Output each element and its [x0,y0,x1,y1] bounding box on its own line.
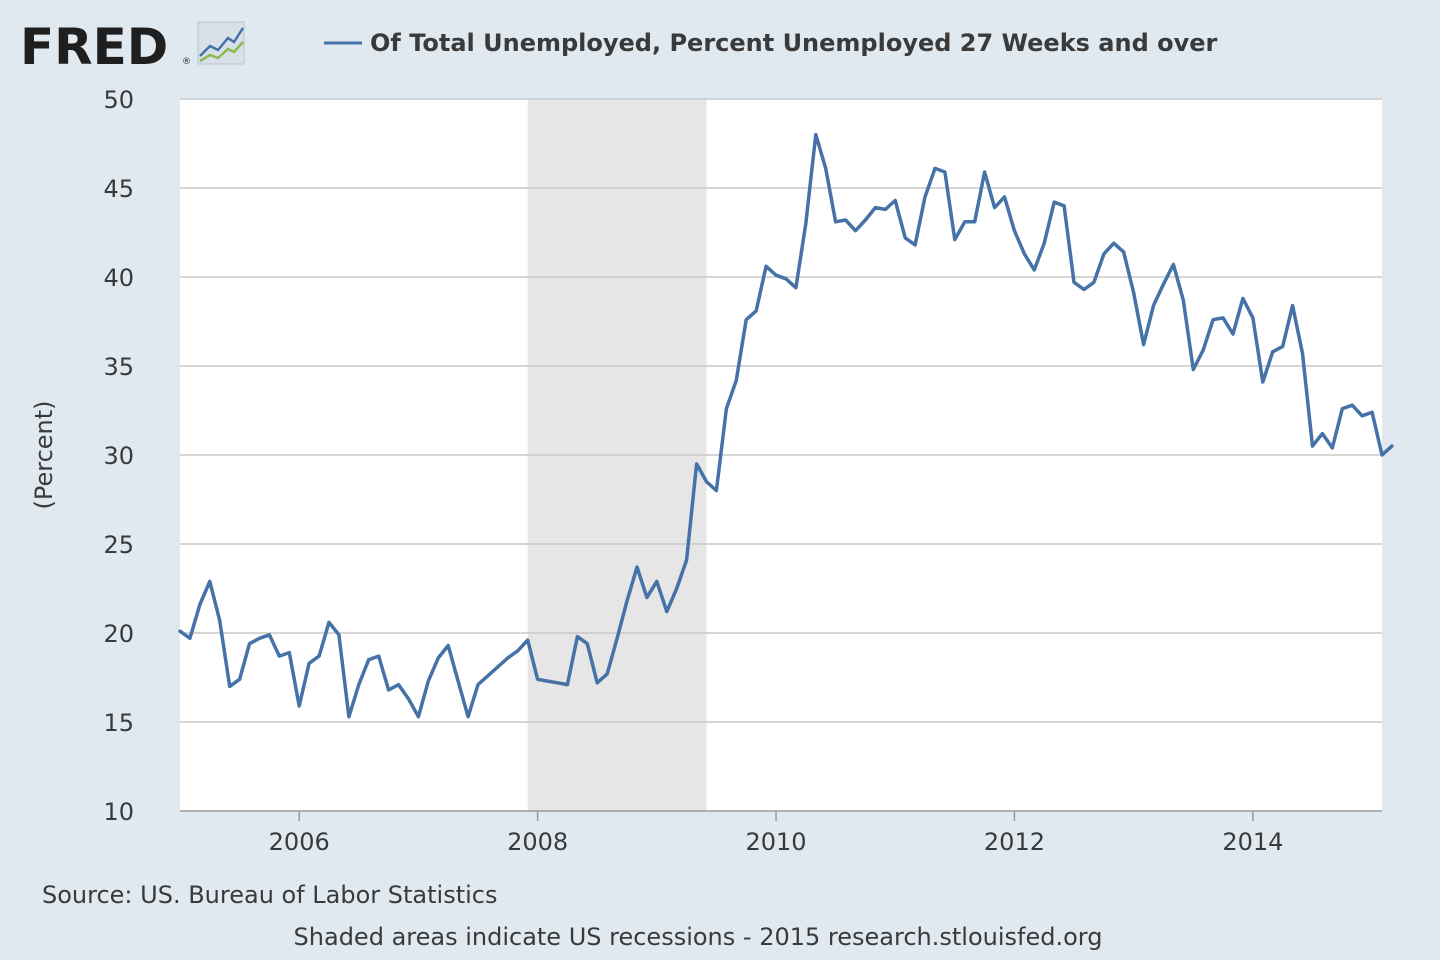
fred-logo-text: FRED [20,18,168,76]
legend[interactable]: Of Total Unemployed, Percent Unemployed … [324,29,1218,57]
grid-lines [180,98,1382,723]
fred-logo[interactable]: FRED ® [20,18,245,76]
y-axis-ticks: 10 15 20 25 30 35 40 45 50 [103,86,134,826]
x-tick-label: 2014 [1222,828,1283,856]
y-tick-label: 10 [103,798,134,826]
y-tick-label: 40 [103,264,134,292]
y-tick-label: 45 [103,175,134,203]
legend-series-label: Of Total Unemployed, Percent Unemployed … [370,29,1218,57]
fred-registered-mark: ® [182,57,191,67]
x-tick-label: 2012 [984,828,1045,856]
y-tick-label: 20 [103,620,134,648]
series-layer [178,132,1394,719]
y-axis-label: (Percent) [30,400,58,509]
x-tick-label: 2008 [507,828,568,856]
x-tick-label: 2010 [745,828,806,856]
series-line[interactable] [178,132,1394,719]
y-tick-label: 35 [103,353,134,381]
y-tick-label: 25 [103,531,134,559]
y-tick-label: 50 [103,86,134,114]
y-tick-label: 30 [103,442,134,470]
recession-note: Shaded areas indicate US recessions - 20… [294,923,1103,951]
x-axis-ticks: 2006 2008 2010 2012 2014 [180,810,1382,856]
x-tick-label: 2006 [269,828,330,856]
source-text: Source: US. Bureau of Labor Statistics [42,881,498,909]
y-tick-label: 15 [103,709,134,737]
fred-line-chart-icon [197,21,245,65]
